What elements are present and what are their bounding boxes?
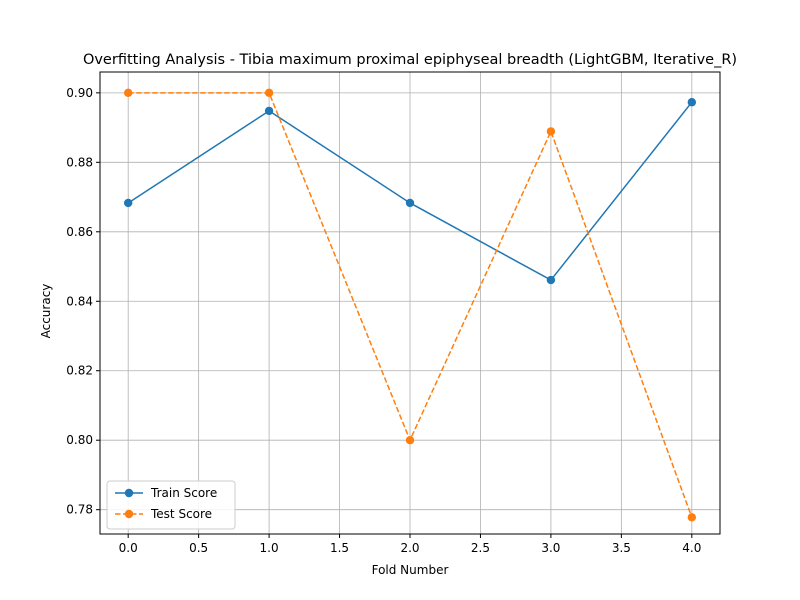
x-axis-label: Fold Number <box>372 563 449 577</box>
y-tick-label: 0.82 <box>66 364 93 378</box>
test-score-point <box>405 436 415 445</box>
y-tick-label: 0.78 <box>66 503 93 517</box>
train-score-point <box>687 98 697 107</box>
x-tick-label: 4.0 <box>682 541 701 555</box>
test-score-point <box>546 127 556 136</box>
train-score-point <box>546 275 556 285</box>
train-score-point <box>405 198 415 208</box>
x-tick-label: 3.5 <box>612 541 631 555</box>
test-score-point <box>264 88 274 98</box>
y-tick-label: 0.80 <box>66 433 93 447</box>
axis-ticks: 0.0 0.5 1.0 1.5 2.0 2.5 3.0 3.5 4.0 0.78 0.80 0.82 0… <box>66 86 701 555</box>
y-tick-label: 0.88 <box>66 155 93 169</box>
x-tick-label: 0.5 <box>189 541 208 555</box>
legend: Train Score Test Score <box>106 480 236 530</box>
legend-test-score-marker <box>124 509 134 519</box>
series-layer <box>123 88 697 522</box>
y-axis-label: Accuracy <box>39 284 53 339</box>
x-tick-label: 1.0 <box>260 541 279 555</box>
y-tick-label: 0.90 <box>66 86 93 100</box>
legend-train-score-label: Train Score <box>150 486 217 500</box>
x-tick-label: 0.0 <box>119 541 138 555</box>
legend-train-score-marker <box>124 488 134 498</box>
test-score-point <box>687 513 697 522</box>
x-tick-label: 1.5 <box>330 541 349 555</box>
test-score-point <box>123 88 133 98</box>
train-score-point <box>264 106 274 116</box>
x-tick-label: 2.5 <box>471 541 490 555</box>
legend-test-score-label: Test Score <box>150 507 212 521</box>
x-tick-label: 3.0 <box>541 541 560 555</box>
x-tick-label: 2.0 <box>400 541 419 555</box>
chart-title: Overfitting Analysis - Tibia maximum pro… <box>83 52 737 68</box>
y-tick-label: 0.84 <box>66 294 93 308</box>
grid-lines <box>100 72 720 534</box>
train-score-point <box>123 198 133 208</box>
y-tick-label: 0.86 <box>66 225 93 239</box>
